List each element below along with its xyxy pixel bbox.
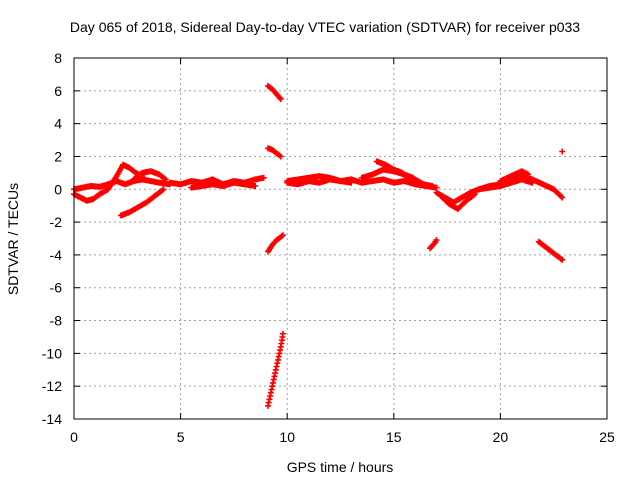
y-tick-label: 4 [54,116,62,132]
x-tick-label: 10 [279,429,295,445]
grid [74,58,607,419]
y-tick-label: 2 [54,148,62,164]
data-track [265,330,286,409]
data-point [559,148,566,155]
data-track [265,232,286,255]
x-tick-label: 25 [599,429,615,445]
data-track [96,161,146,198]
x-axis-label: GPS time / hours [287,459,394,475]
y-tick-label: 6 [54,83,62,99]
y-tick-label: -8 [50,313,63,329]
y-tick-label: 8 [54,50,62,66]
data-track [265,145,284,160]
data-track [188,179,259,191]
chart-title: Day 065 of 2018, Sidereal Day-to-day VTE… [70,19,580,35]
x-tick-label: 20 [493,429,509,445]
y-tick-label: -2 [50,214,63,230]
y-tick-label: -14 [42,411,62,427]
data-track [476,176,536,193]
data-track [497,168,532,185]
data-track [427,237,440,252]
data-track [71,176,173,193]
x-tick-label: 5 [177,429,185,445]
x-tick-label: 0 [70,429,78,445]
data-points [71,82,566,409]
y-tick-label: -12 [42,378,62,394]
y-tick-label: -4 [50,247,63,263]
plot-frame [73,57,608,420]
x-tick-label: 15 [386,429,402,445]
y-tick-label: 0 [54,181,62,197]
y-axis-label: SDTVAR / TECUs [5,183,21,295]
data-track [395,168,436,189]
data-track [535,238,566,263]
data-track [117,186,167,219]
data-track [130,168,169,183]
data-track [437,191,478,212]
y-tick-label: -10 [42,345,62,361]
data-track [265,82,284,102]
axis-ticks: 0 5 10 15 20 25 -14 -12 -10 -8 -6 -4 -2 0 2 4 6 8 [42,50,615,445]
y-tick-label: -6 [50,280,63,296]
data-track [284,176,355,188]
